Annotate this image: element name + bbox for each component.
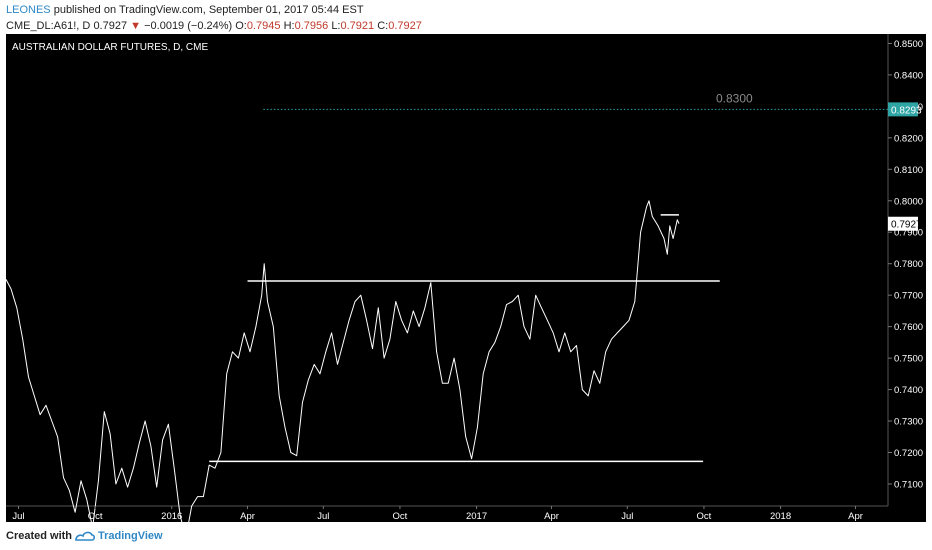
x-tick-label: Oct [88,511,103,522]
price-series-line [6,200,680,522]
publish-line: LEONES published on TradingView.com, Sep… [6,2,926,18]
y-tick-label: 0.8100 [894,165,923,176]
x-tick-label: 2018 [770,511,791,522]
low-label: L: [331,20,341,32]
y-tick-label: 0.7500 [894,354,923,365]
chart-title: AUSTRALIAN DOLLAR FUTURES, D, CME [12,42,208,53]
created-with-text: Created with [6,530,73,542]
y-tick-label: 0.7700 [894,291,923,302]
y-tick-label: 0.8200 [894,133,923,144]
close-label: C: [377,20,389,32]
last-price: 0.7927 [93,20,128,32]
x-tick-label: Jul [621,511,633,522]
x-tick-label: Jul [317,511,329,522]
price-chart[interactable]: AUSTRALIAN DOLLAR FUTURES, D, CME 0.8300… [6,34,926,522]
y-tick-label: 0.7400 [894,385,923,396]
down-triangle-icon: ▼ [130,20,142,32]
low-value: 0.7921 [340,20,375,32]
target-axis-label-bg [888,102,918,117]
series-group [6,200,680,522]
x-tick-label: Oct [697,511,712,522]
y-tick-label: 0.7100 [894,479,923,490]
plot-background [6,34,926,522]
x-tick-label: Apr [848,511,863,522]
last-price-axis-label-bg [888,216,918,231]
symbol-label: CME_DL:A61!, D [6,20,91,32]
y-tick-label: 0.8000 [894,196,923,207]
tradingview-brand[interactable]: TradingView [98,530,163,542]
x-tick-label: 2016 [161,511,182,522]
y-tick-label: 0.8400 [894,70,923,81]
chart-frame[interactable]: AUSTRALIAN DOLLAR FUTURES, D, CME 0.8300… [6,34,926,522]
y-tick-label: 0.7600 [894,322,923,333]
high-label: H: [283,20,295,32]
x-tick-label: Oct [393,511,408,522]
close-value: 0.7927 [388,20,422,32]
open-label: O: [235,20,247,32]
chart-header: LEONES published on TradingView.com, Sep… [6,2,926,34]
x-tick-label: Jul [12,511,24,522]
target-level-label: 0.8300 [716,91,753,105]
x-tick-label: Apr [240,511,255,522]
ohlc-line: CME_DL:A61!, D 0.7927 ▼ −0.0019 (−0.24%)… [6,18,926,34]
high-value: 0.7956 [294,20,329,32]
y-tick-label: 0.8500 [894,39,923,50]
axis-price-labels: 0.8293 0.7927 [888,102,922,231]
time-axis: Jul Oct 2016 Apr Jul Oct 2017 Apr Jul Oct 2018 Apr [12,506,863,522]
tradingview-logo-icon [75,531,96,541]
price-change: −0.0019 (−0.24%) [144,20,233,32]
last-price-axis-label: 0.7927 [891,220,922,231]
x-tick-label: 2017 [466,511,487,522]
author-link[interactable]: LEONES [6,4,51,16]
levels-group: 0.8300 [209,91,888,463]
open-value: 0.7945 [246,20,281,32]
y-tick-label: 0.7300 [894,417,923,428]
published-text: published on TradingView.com, September … [53,4,364,16]
y-tick-label: 0.7900 [894,228,923,239]
target-axis-label: 0.8293 [891,105,922,116]
y-tick-label: 0.7200 [894,448,923,459]
x-tick-label: Apr [544,511,559,522]
y-tick-label: 0.7800 [894,259,923,270]
footer: Created with TradingView [0,524,932,550]
